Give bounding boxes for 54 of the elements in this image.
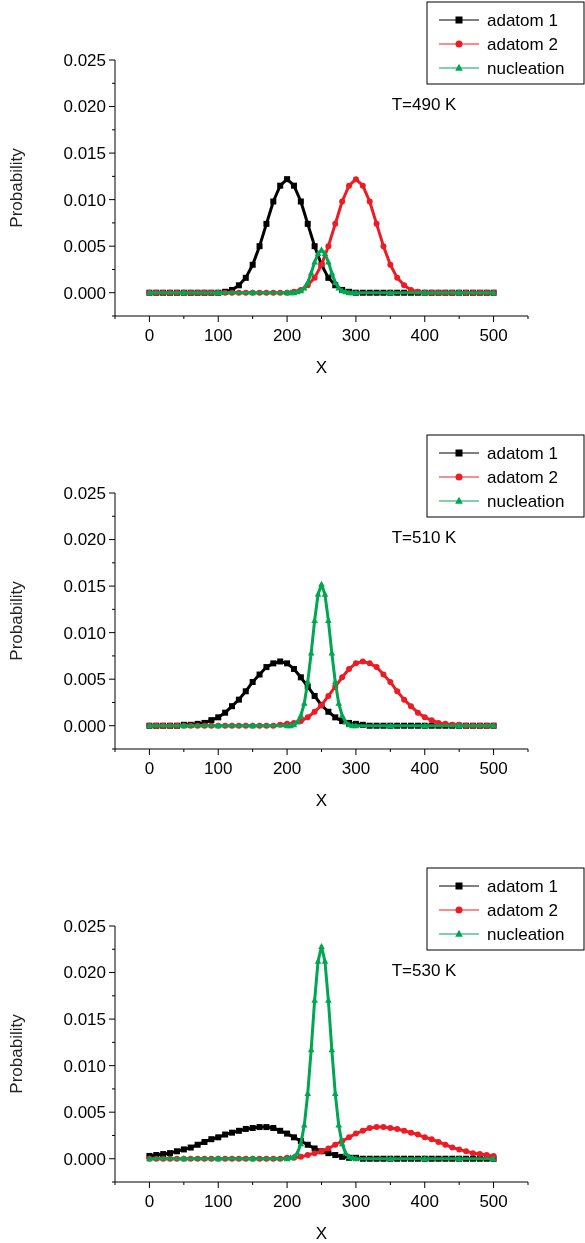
annotation: T=490 K xyxy=(391,95,458,114)
annotation: T=510 K xyxy=(391,528,458,547)
x-tick-label: 400 xyxy=(410,1192,439,1211)
y-tick-label: 0.010 xyxy=(63,1056,106,1076)
y-tick-label: 0.025 xyxy=(63,916,106,936)
legend-label: adatom 1 xyxy=(487,876,558,896)
y-tick-label: 0.025 xyxy=(63,50,106,70)
x-tick-label: 0 xyxy=(144,326,155,345)
annotation: T=530 K xyxy=(391,961,458,980)
y-tick-label: 0.020 xyxy=(63,530,106,550)
y-tick-label: 0.000 xyxy=(63,716,106,736)
y-tick-label: 0.020 xyxy=(63,963,106,983)
legend-label: adatom 1 xyxy=(487,443,558,463)
y-tick-label: 0.020 xyxy=(63,97,106,117)
x-tick-label: 500 xyxy=(479,1192,508,1211)
legend-label: nucleation xyxy=(487,58,565,78)
legend-label: adatom 2 xyxy=(487,900,558,920)
x-tick-label: 400 xyxy=(410,326,439,345)
y-tick-label: 0.005 xyxy=(63,670,106,690)
x-tick-label: 500 xyxy=(479,326,508,345)
x-tick-label: 100 xyxy=(204,326,233,345)
x-tick-label: 100 xyxy=(204,1192,233,1211)
y-tick-label: 0.015 xyxy=(63,144,106,164)
y-axis-title: Probability xyxy=(7,580,26,661)
y-tick-label: 0.025 xyxy=(63,483,106,503)
x-axis-title: X xyxy=(315,791,328,810)
y-tick-label: 0.015 xyxy=(63,1010,106,1030)
x-tick-label: 200 xyxy=(272,326,302,345)
x-tick-label: 300 xyxy=(341,759,371,778)
x-tick-label: 500 xyxy=(479,759,508,778)
legend-label: nucleation xyxy=(487,924,565,944)
y-tick-label: 0.005 xyxy=(63,1103,106,1123)
x-tick-label: 0 xyxy=(144,759,155,778)
legend-label: nucleation xyxy=(487,491,565,511)
y-tick-label: 0.000 xyxy=(63,1149,106,1169)
x-axis-title: X xyxy=(315,1224,328,1243)
legend-label: adatom 1 xyxy=(487,10,558,30)
x-tick-label: 300 xyxy=(341,1192,371,1211)
x-tick-label: 200 xyxy=(272,1192,302,1211)
x-tick-label: 100 xyxy=(204,759,233,778)
y-axis-title: Probability xyxy=(7,147,26,228)
legend-label: adatom 2 xyxy=(487,467,558,487)
x-tick-label: 300 xyxy=(341,326,371,345)
y-tick-label: 0.015 xyxy=(63,577,106,597)
y-axis-title: Probability xyxy=(7,1013,26,1094)
x-axis-title: X xyxy=(315,358,328,377)
y-tick-label: 0.010 xyxy=(63,623,106,643)
x-tick-label: 200 xyxy=(272,759,302,778)
y-tick-label: 0.000 xyxy=(63,283,106,303)
x-tick-label: 400 xyxy=(410,759,439,778)
legend-label: adatom 2 xyxy=(487,34,558,54)
y-tick-label: 0.005 xyxy=(63,237,106,257)
x-tick-label: 0 xyxy=(144,1192,155,1211)
y-tick-label: 0.010 xyxy=(63,190,106,210)
